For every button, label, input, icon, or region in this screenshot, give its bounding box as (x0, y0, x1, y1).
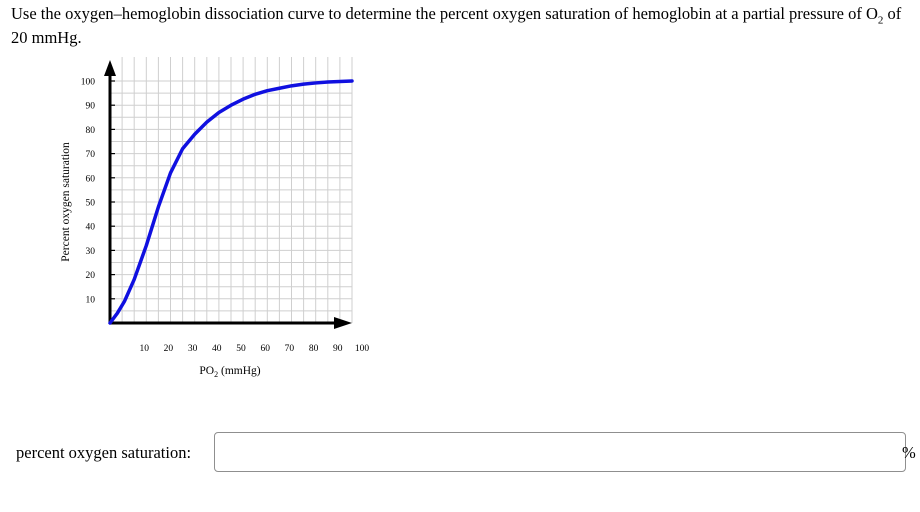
answer-label: percent oxygen saturation: (16, 443, 192, 462)
y-tick-label: 90 (86, 102, 96, 112)
y-tick-label: 30 (86, 247, 96, 257)
y-tick-label: 20 (86, 271, 96, 281)
y-tick-label: 40 (86, 223, 96, 233)
x-tick-label: 80 (309, 344, 319, 354)
saturation-answer-input[interactable] (214, 432, 906, 472)
x-axis-label-unit: (mmHg) (218, 365, 261, 377)
x-tick-label: 30 (188, 344, 198, 354)
chart-grid (110, 57, 353, 323)
chart-ticks: 10 20 30 40 50 60 70 80 90 100 10 20 30 40 50 60 70 80 90 1… (81, 78, 370, 355)
y-axis-arrow (104, 60, 116, 76)
x-tick-label: 20 (164, 344, 174, 354)
answer-row: percent oxygen saturation: % (0, 430, 920, 476)
x-tick-label: 40 (212, 344, 222, 354)
chart-axes (104, 60, 352, 329)
percent-unit: % (902, 443, 916, 462)
x-tick-label: 60 (260, 344, 270, 354)
question-text-start: Use the oxygen–hemoglobin dissociation c… (11, 4, 878, 23)
x-axis-label-sub: 2 (214, 370, 218, 379)
y-tick-label: 10 (86, 295, 96, 305)
x-tick-label: 70 (285, 344, 295, 354)
question-subscript: 2 (877, 14, 884, 27)
x-tick-label: 90 (333, 344, 343, 354)
y-tick-label: 60 (86, 174, 96, 184)
chart-series (108, 79, 354, 325)
saturation-curve (108, 79, 354, 325)
x-tick-label: 10 (139, 344, 149, 354)
x-axis-arrow (334, 317, 352, 329)
x-tick-label: 100 (355, 344, 370, 354)
y-tick-label: 70 (86, 150, 96, 160)
x-tick-label: 50 (236, 344, 246, 354)
dissociation-chart: 10 20 30 40 50 60 70 80 90 100 10 20 30 40 50 60 70 80 90 1… (60, 57, 370, 379)
x-axis-label-main: PO (199, 365, 214, 377)
x-axis-label: PO2 (mmHg) (199, 365, 260, 379)
y-axis-label: Percent oxygen saturation (60, 142, 72, 262)
y-tick-label: 80 (86, 126, 96, 136)
y-tick-label: 50 (86, 199, 96, 209)
y-tick-label: 100 (81, 78, 96, 88)
question-text-end: of 20 mmHg. (11, 4, 902, 47)
question-text: Use the oxygen–hemoglobin dissociation c… (11, 2, 916, 50)
